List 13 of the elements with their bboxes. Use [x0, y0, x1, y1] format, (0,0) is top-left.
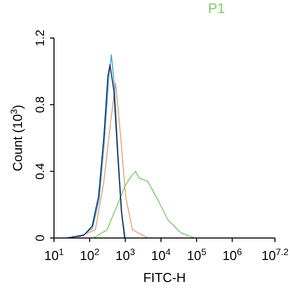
- x-tick-label: 10$^{6}$: [222, 247, 242, 263]
- x-tick-label: 10$^{3}$: [116, 247, 136, 263]
- text: P1: [208, 0, 226, 16]
- y-tick-label: 1.2: [33, 29, 47, 46]
- x-tick-label: 10$^{1}$: [44, 247, 64, 263]
- x-tick-label: 10$^{7.2}$: [261, 247, 289, 263]
- y-tick-label: 0.4: [33, 162, 47, 180]
- x-axis-title: FITC-H: [143, 270, 186, 285]
- y-tick-label: 0.8: [33, 96, 47, 114]
- x-tick-label: 10$^{4}$: [151, 247, 171, 263]
- y-tick-label: 0: [33, 234, 47, 242]
- x-tick-label: 10$^{2}$: [80, 247, 100, 263]
- x-tick-label: 10$^{5}$: [186, 247, 206, 263]
